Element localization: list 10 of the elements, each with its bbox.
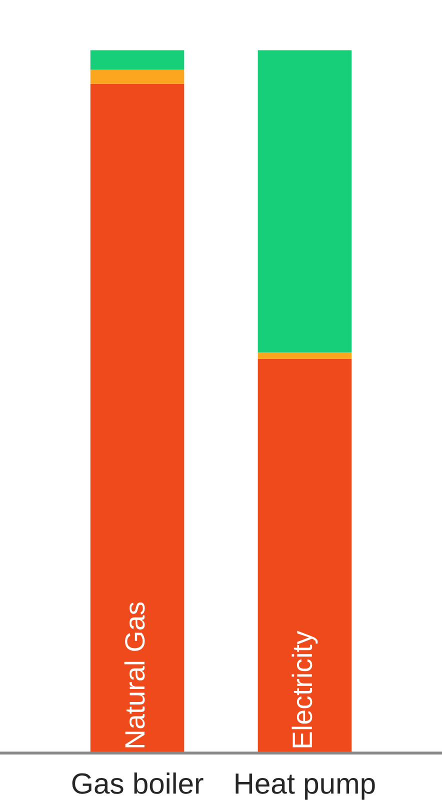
x-tick-label: Gas boiler — [72, 772, 204, 794]
bar — [258, 50, 352, 352]
annotation: Natural Gas — [124, 602, 145, 748]
bar — [90, 70, 184, 84]
bar — [90, 50, 184, 70]
annotation: Electricity — [292, 630, 318, 748]
bar — [90, 84, 184, 754]
bar — [258, 358, 352, 754]
bar — [258, 352, 352, 359]
x-tick-label: Heat pump — [236, 774, 375, 800]
